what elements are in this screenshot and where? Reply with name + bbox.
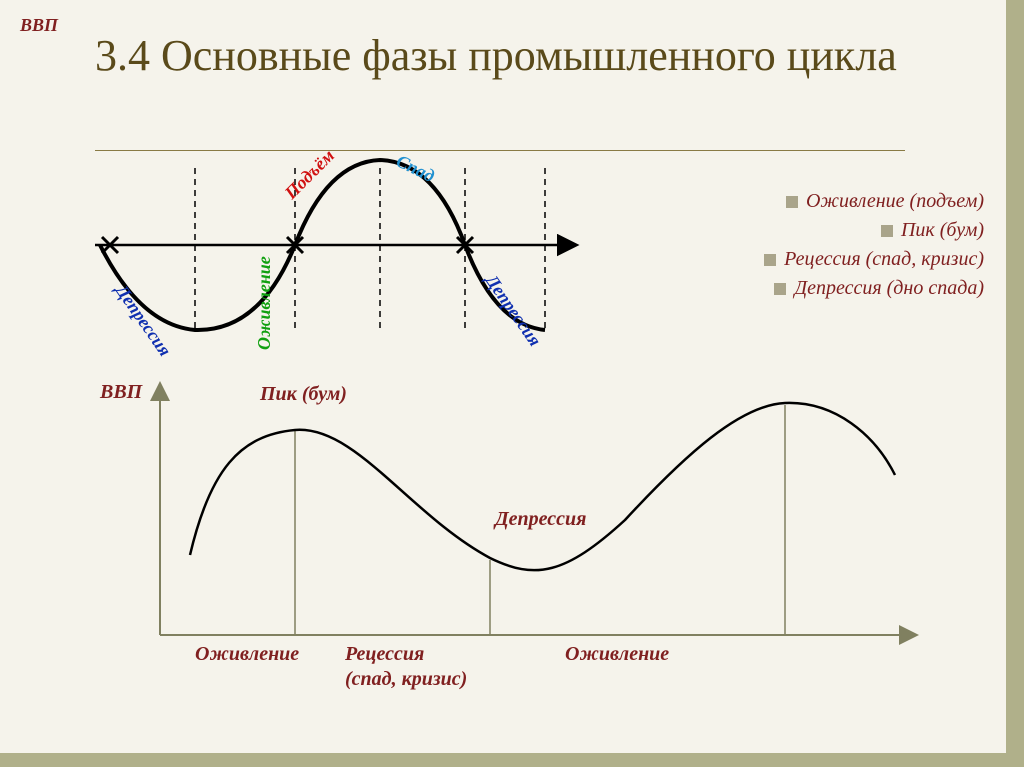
legend-text: Пик (бум) (901, 219, 984, 242)
legend-text: Рецессия (спад, кризис) (784, 248, 984, 271)
svg-text:Оживление: Оживление (195, 643, 299, 665)
legend-item: Рецессия (спад, кризис) (764, 248, 984, 271)
legend-item: Депрессия (дно спада) (764, 277, 984, 300)
cycle-sinusoid-chart: ДепрессияОживлениеПодъёмСпадДепрессия (95, 150, 595, 380)
frame-bottom (0, 753, 1024, 767)
frame-right (1006, 0, 1024, 767)
legend-item: Пик (бум) (764, 219, 984, 242)
legend-text: Депрессия (дно спада) (794, 277, 984, 300)
svg-text:Депрессия: Депрессия (481, 269, 546, 350)
svg-text:Оживление: Оживление (565, 643, 669, 665)
legend: Оживление (подъем) Пик (бум) Рецессия (с… (764, 190, 984, 306)
y-axis-label: ВВП (20, 15, 58, 36)
svg-text:Оживление: Оживление (254, 256, 274, 350)
legend-text: Оживление (подъем) (806, 190, 984, 213)
legend-item: Оживление (подъем) (764, 190, 984, 213)
bullet-icon (764, 254, 776, 266)
svg-text:Спад: Спад (393, 151, 438, 187)
gdp-cycle-chart: Пик (бум) Депрессия Оживление Рецессия (спад… (95, 380, 935, 735)
bullet-icon (774, 283, 786, 295)
svg-text:Подъём: Подъём (280, 150, 338, 204)
page-title: 3.4 Основные фазы промышленного цикла (95, 30, 897, 83)
slide: { "title": "3.4 Основные фазы промышленн… (0, 0, 1024, 767)
svg-text:Депрессия: Депрессия (493, 508, 586, 530)
svg-text:Пик (бум): Пик (бум) (259, 383, 347, 405)
bullet-icon (881, 225, 893, 237)
svg-text:ВВП: ВВП (99, 381, 144, 403)
bullet-icon (786, 196, 798, 208)
svg-text:Рецессия: Рецессия (344, 643, 424, 665)
svg-text:(спад, кризис): (спад, кризис) (345, 668, 467, 690)
